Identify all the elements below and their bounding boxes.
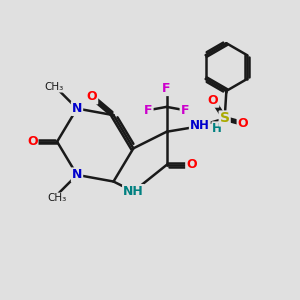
Text: F: F [162,82,171,95]
Text: O: O [27,135,38,148]
Text: S: S [220,112,230,125]
Text: H: H [212,122,222,135]
Text: F: F [181,104,189,117]
Text: NH: NH [123,185,144,198]
Text: N: N [72,168,82,182]
Text: F: F [144,104,153,117]
Text: CH₃: CH₃ [44,82,63,92]
Text: N: N [72,102,82,115]
Text: O: O [208,94,218,107]
Text: O: O [87,90,97,104]
Text: O: O [238,117,248,130]
Text: CH₃: CH₃ [47,193,67,203]
Text: NH: NH [190,118,210,132]
Text: O: O [186,158,197,171]
